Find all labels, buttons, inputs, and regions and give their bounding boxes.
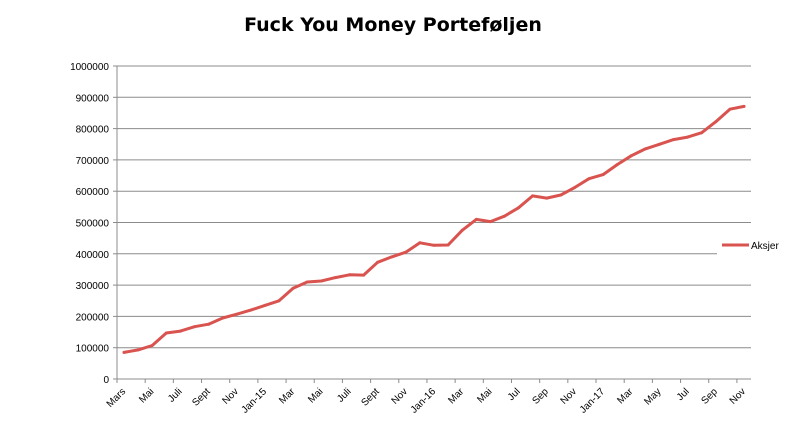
data-point xyxy=(728,107,732,111)
x-tick-label: Mars xyxy=(105,386,129,410)
data-point xyxy=(150,344,154,347)
x-tick-label: Mai xyxy=(306,386,325,405)
y-tick-label: 400000 xyxy=(76,250,110,261)
x-tick-label: Nov xyxy=(221,386,241,406)
x-tick-label: Jan-15 xyxy=(240,386,270,416)
data-point xyxy=(573,185,577,189)
x-tick-label: Mar xyxy=(446,386,466,406)
x-tick-label: Jan-17 xyxy=(578,386,608,416)
y-tick-label: 900000 xyxy=(76,93,110,104)
data-point xyxy=(291,286,295,290)
data-point xyxy=(193,325,196,329)
data-point xyxy=(305,280,309,284)
x-tick-label: Nov xyxy=(559,386,579,406)
legend-label-aksjer: Aksjer xyxy=(751,241,779,252)
y-tick-label: 800000 xyxy=(76,125,110,136)
x-tick-label: Jul xyxy=(675,386,692,403)
data-point xyxy=(221,316,225,320)
chart-title: Fuck You Money Porteføljen xyxy=(244,14,542,36)
data-point xyxy=(502,214,506,218)
x-tick-label: Juli xyxy=(335,386,353,404)
x-tick-label: Mai xyxy=(137,386,156,405)
gridlines xyxy=(113,65,751,380)
data-point xyxy=(517,206,520,210)
data-point xyxy=(742,104,746,108)
x-tick-label: Mar xyxy=(615,386,635,406)
data-point xyxy=(601,173,605,177)
data-point xyxy=(333,276,337,280)
y-tick-label: 700000 xyxy=(76,156,110,167)
x-tick-label: Jul xyxy=(506,386,523,403)
data-point xyxy=(348,273,351,277)
y-tick-label: 600000 xyxy=(76,187,110,198)
x-tick-label: Jan-16 xyxy=(409,386,439,416)
data-point xyxy=(263,303,267,307)
y-axis-tick-labels: 0 100000 200000 300000 400000 500000 600000 700… xyxy=(70,62,109,386)
data-point xyxy=(404,250,408,254)
data-point xyxy=(672,138,675,142)
legend: Aksjer xyxy=(722,241,779,252)
data-point xyxy=(531,194,535,198)
y-tick-label: 0 xyxy=(103,375,109,386)
data-point xyxy=(235,312,239,316)
data-point xyxy=(714,120,718,124)
data-point xyxy=(432,243,436,247)
data-point xyxy=(122,350,126,354)
y-tick-label: 300000 xyxy=(76,281,110,292)
data-point xyxy=(615,163,619,167)
data-point xyxy=(460,228,464,232)
data-point xyxy=(643,147,647,151)
x-tick-label: Mar xyxy=(277,386,297,406)
data-point xyxy=(207,322,211,326)
x-tick-label: Mai xyxy=(475,386,494,405)
x-tick-label: Juli xyxy=(166,386,184,404)
x-tick-label: Sep xyxy=(530,386,551,407)
data-point xyxy=(446,243,450,247)
axes xyxy=(116,66,751,383)
data-point xyxy=(390,255,394,259)
data-point xyxy=(178,329,182,333)
data-point xyxy=(249,308,253,312)
data-point xyxy=(362,273,366,277)
data-point xyxy=(488,220,492,224)
y-tick-label: 500000 xyxy=(76,219,110,230)
x-tick-label: Sept xyxy=(190,386,212,408)
data-point xyxy=(277,299,281,303)
data-point xyxy=(136,348,140,352)
x-tick-label: Sep xyxy=(700,386,721,407)
x-tick-label: Sept xyxy=(359,386,381,408)
x-tick-label: May xyxy=(642,386,663,407)
data-point xyxy=(418,241,422,245)
data-point xyxy=(657,142,661,146)
data-point xyxy=(559,193,563,197)
y-tick-label: 200000 xyxy=(76,312,110,323)
data-point xyxy=(164,331,168,335)
data-point xyxy=(474,217,478,221)
series-line-aksjer xyxy=(122,104,746,354)
data-point xyxy=(686,135,690,139)
data-point xyxy=(376,260,380,264)
y-tick-label: 100000 xyxy=(76,344,110,355)
x-tick-label: Nov xyxy=(728,386,748,406)
data-point xyxy=(629,154,633,158)
data-point xyxy=(587,177,591,181)
data-point xyxy=(319,279,323,283)
data-point xyxy=(545,196,549,200)
data-point xyxy=(700,131,704,135)
series-lines xyxy=(122,104,746,354)
x-tick-label: Nov xyxy=(390,386,410,406)
y-tick-label: 1000000 xyxy=(70,62,109,73)
